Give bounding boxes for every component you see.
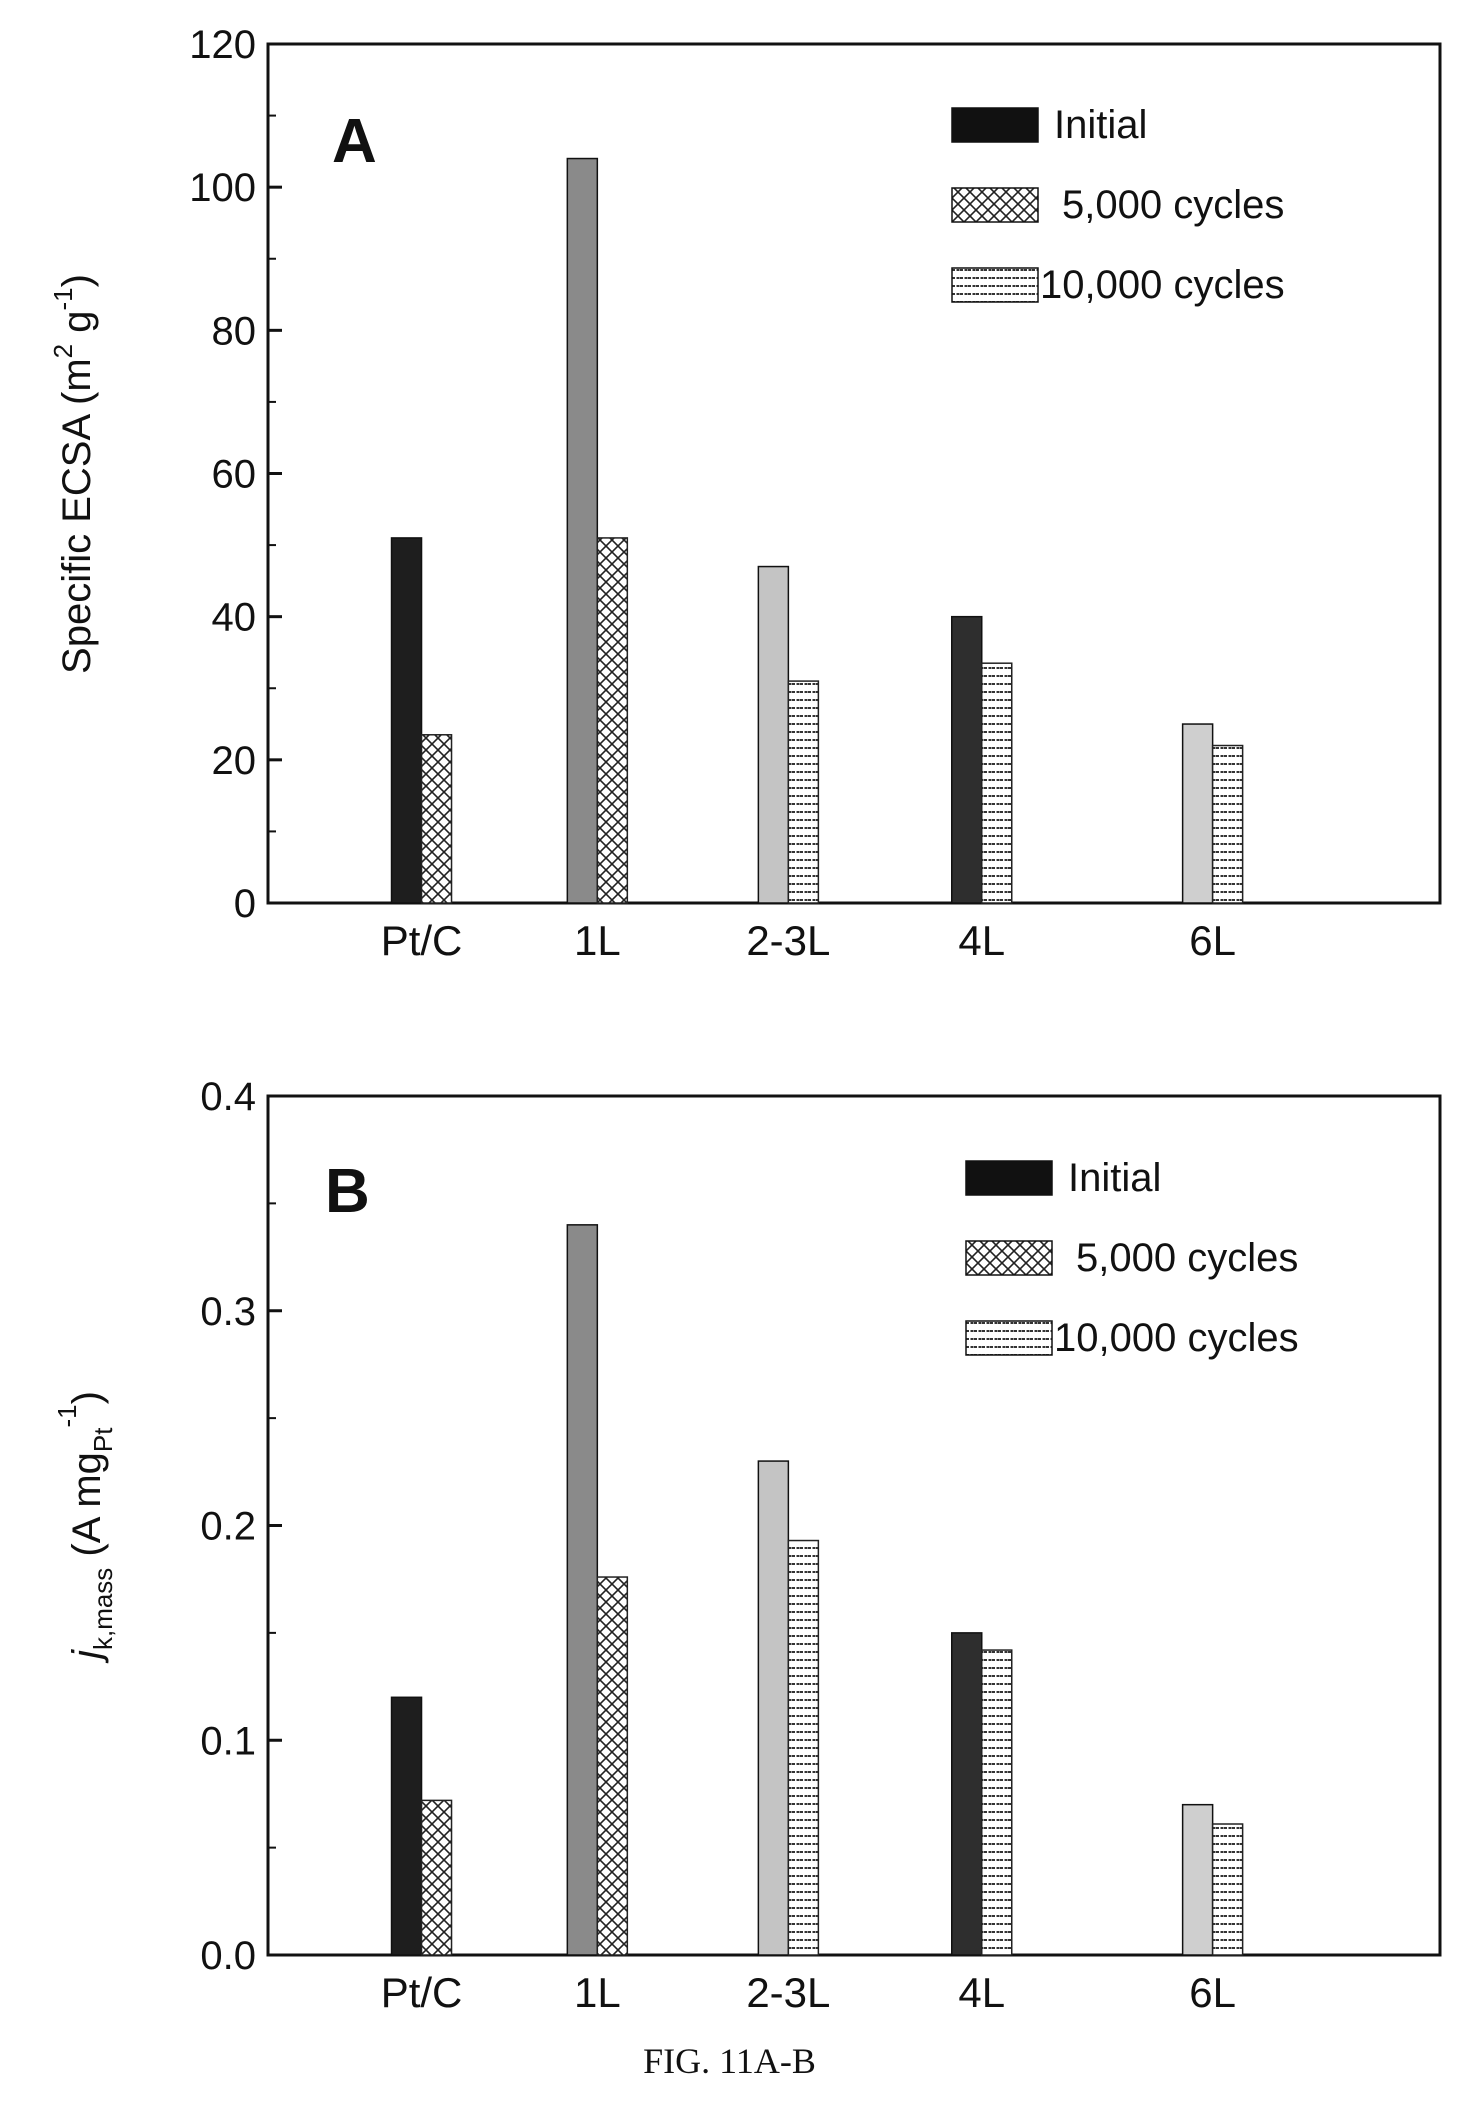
bar-initial (566, 1224, 599, 1956)
legend-label: 5,000 cycles (1062, 183, 1284, 227)
x-tick-label: 4L (958, 917, 1005, 964)
figure-caption: FIG. 11A-B (643, 2041, 816, 2081)
y-tick-label: 60 (212, 453, 257, 497)
bar-initial (950, 615, 983, 904)
y-axis: 0 20 40 60 80 100 120 (189, 23, 282, 926)
y-tick-label: 120 (189, 23, 256, 67)
bars (390, 1224, 1244, 1956)
chart-panel-b: B 0.0 0.1 0.2 0.3 0.4 Pt/C 1L 2-3L 4L 6L jk,mass… (52, 1075, 1442, 2016)
bar-5000-cycles (420, 734, 453, 904)
legend-swatch (951, 187, 1039, 223)
y-axis: 0.0 0.1 0.2 0.3 0.4 (200, 1075, 282, 1978)
x-tick-label: 6L (1189, 1969, 1236, 2016)
y-axis-title: jk,mass (A mgPt-1) (52, 1391, 118, 1664)
bar-initial (1181, 723, 1214, 904)
x-tick-label: 4L (958, 1969, 1005, 2016)
y-tick-label: 80 (212, 309, 257, 353)
panel-label: A (332, 107, 377, 176)
bar-initial (950, 1632, 983, 1956)
y-tick-label: 0.0 (200, 1934, 256, 1978)
y-tick-label: 100 (189, 166, 256, 210)
bar-initial (757, 1460, 790, 1956)
legend-label: 5,000 cycles (1076, 1236, 1298, 1280)
bar-initial (566, 157, 599, 904)
x-tick-label: 6L (1189, 917, 1236, 964)
panel-label: B (325, 1157, 370, 1226)
bar-initial (757, 565, 790, 904)
bar-5000-cycles (596, 537, 629, 904)
x-tick-label: 1L (574, 1969, 621, 2016)
legend: Initial 5,000 cycles 10,000 cycles (965, 1156, 1299, 1360)
bar-10000-cycles (1211, 744, 1244, 904)
y-tick-label: 0.1 (200, 1719, 256, 1763)
legend-label: Initial (1068, 1156, 1161, 1200)
bar-initial (390, 1696, 423, 1956)
y-axis-title: Specific ECSA (m2 g-1) (48, 274, 99, 674)
bar-10000-cycles (787, 680, 820, 904)
bar-5000-cycles (596, 1576, 629, 1956)
y-tick-label: 0.2 (200, 1505, 256, 1549)
x-tick-label: Pt/C (381, 1969, 463, 2016)
x-tick-label: Pt/C (381, 917, 463, 964)
x-tick-label: 2-3L (746, 1969, 830, 2016)
x-tick-label: 1L (574, 917, 621, 964)
legend-label: 10,000 cycles (1054, 1316, 1299, 1360)
x-tick-label: 2-3L (746, 917, 830, 964)
x-axis: Pt/C 1L 2-3L 4L 6L (381, 1943, 1236, 2016)
y-tick-label: 40 (212, 596, 257, 640)
legend-swatch (965, 1320, 1053, 1356)
bar-5000-cycles (420, 1799, 453, 1956)
legend-label: Initial (1054, 103, 1147, 147)
bar-10000-cycles (787, 1539, 820, 1956)
chart-panel-a: A 0 20 40 60 80 100 120 Pt/C 1L 2-3L 4L 6L Specifi… (48, 23, 1442, 964)
bar-10000-cycles (980, 1649, 1013, 1956)
y-tick-label: 0.3 (200, 1290, 256, 1334)
legend-swatch (951, 107, 1039, 143)
bar-initial (390, 537, 423, 904)
y-tick-label: 0.4 (200, 1075, 256, 1119)
legend: Initial 5,000 cycles 10,000 cycles (951, 103, 1285, 307)
legend-label: 10,000 cycles (1040, 263, 1285, 307)
bar-initial (1181, 1803, 1214, 1956)
y-tick-label: 0 (234, 882, 256, 926)
legend-swatch (951, 267, 1039, 303)
legend-swatch (965, 1240, 1053, 1276)
bar-10000-cycles (1211, 1823, 1244, 1956)
legend-swatch (965, 1160, 1053, 1196)
y-tick-label: 20 (212, 739, 257, 783)
bars (390, 157, 1244, 904)
bar-10000-cycles (980, 662, 1013, 904)
